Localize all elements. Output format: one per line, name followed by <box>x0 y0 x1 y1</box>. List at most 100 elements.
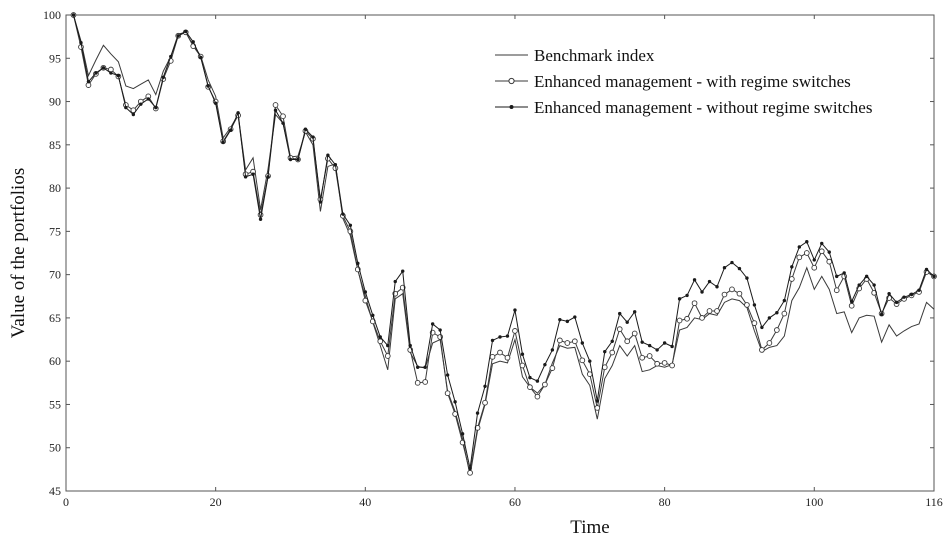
series-1-point <box>594 405 601 411</box>
legend-label-without-regime: Enhanced management - without regime swi… <box>534 98 872 117</box>
series-1-point <box>661 360 668 366</box>
series-2-point <box>475 411 480 415</box>
series-1-point <box>542 381 548 388</box>
series-2-point <box>101 66 106 70</box>
series-1-point <box>422 379 429 385</box>
series-2-point <box>842 271 846 275</box>
y-tick-label: 75 <box>49 224 61 238</box>
series-2-point <box>632 310 637 314</box>
series-2-point <box>221 140 225 144</box>
series-1-point <box>280 113 286 120</box>
series-1-point <box>751 320 758 326</box>
series-2-point <box>273 108 278 112</box>
series-2-point <box>251 172 255 176</box>
series-2-point <box>505 334 510 338</box>
series-2-point <box>625 320 629 324</box>
series-1-point <box>669 362 675 369</box>
series-2-point <box>71 13 76 17</box>
series-2-point <box>86 79 91 84</box>
series-2-point <box>550 348 555 352</box>
x-tick-label: 20 <box>210 495 222 509</box>
series-1-point <box>549 365 556 371</box>
series-2-point <box>401 269 405 273</box>
series-1-point <box>826 258 833 265</box>
series-2-point <box>595 399 599 403</box>
series-2-point <box>767 316 772 320</box>
series-2-point <box>460 432 465 436</box>
series-2-point <box>737 266 742 271</box>
series-1-point <box>721 291 728 298</box>
series-2-point <box>655 348 659 352</box>
series-1-point <box>646 353 653 359</box>
series-2-point <box>535 379 540 383</box>
series-2-point <box>176 34 180 38</box>
series-1-point <box>489 354 496 360</box>
series-2-point <box>109 71 113 75</box>
series-2-point <box>700 290 704 294</box>
series-1-point <box>497 349 503 356</box>
series-1-point <box>519 362 526 369</box>
series-2-point <box>191 40 195 44</box>
y-axis-label: Value of the portfolios <box>8 168 29 338</box>
series-2-point <box>707 279 712 284</box>
series-2-point <box>146 97 151 101</box>
series-2-point <box>430 322 435 326</box>
series-2-point <box>677 297 682 301</box>
series-1-point <box>759 347 765 353</box>
x-tick-label: 60 <box>509 495 521 509</box>
series-2-point <box>296 157 300 162</box>
series-2-point <box>333 163 338 167</box>
series-2-point <box>588 359 592 363</box>
series-2-point <box>154 105 158 110</box>
series-2-point <box>445 373 450 377</box>
x-tick-label: 80 <box>659 495 671 509</box>
series-2-point <box>752 303 757 307</box>
series-2-point <box>423 365 427 369</box>
series-2-point <box>640 340 644 344</box>
series-2-point <box>558 317 562 322</box>
series-1-point <box>639 354 646 361</box>
series-1-point <box>108 66 114 73</box>
series-2-point <box>864 274 869 279</box>
series-1-point <box>482 399 488 406</box>
series-2-point <box>685 293 689 298</box>
series-1-point <box>744 302 750 308</box>
series-2-point <box>647 343 652 348</box>
series-2-point <box>782 298 787 303</box>
x-axis-ticks: 0 20 40 60 80 100 116 <box>63 15 943 509</box>
series-2-point <box>303 127 308 131</box>
series-1-point <box>796 254 803 261</box>
series-1-point <box>684 315 690 322</box>
series-2-point <box>348 223 353 228</box>
series-line-2 <box>72 14 935 469</box>
series-2-point <box>288 157 293 162</box>
series-2-point <box>902 295 906 299</box>
series-1-point <box>676 317 683 324</box>
series-2-point <box>887 291 891 296</box>
series-2-point <box>363 290 368 294</box>
series-1-point <box>444 390 451 397</box>
series-2-point <box>483 384 487 388</box>
series-2-point <box>820 241 824 246</box>
series-1-point <box>691 300 698 307</box>
series-1-point <box>557 337 563 344</box>
series-1-point <box>504 354 511 361</box>
series-1-point <box>714 308 720 314</box>
series-2-point <box>730 260 734 265</box>
series-2-point <box>393 279 397 284</box>
series-2-point <box>722 266 727 270</box>
x-tick-label: 100 <box>805 495 823 509</box>
series-1-point <box>527 384 533 390</box>
series-2-point <box>236 111 240 115</box>
series-1-point <box>579 357 586 364</box>
series-1-point <box>272 102 279 108</box>
series-2-point <box>924 267 929 272</box>
legend-marker-without-regime <box>509 105 514 109</box>
series-2-point <box>894 300 899 305</box>
series-2-point <box>932 274 936 279</box>
series-1-point <box>699 315 705 321</box>
series-2-point <box>797 245 802 249</box>
y-tick-label: 95 <box>49 51 61 65</box>
series-1-point <box>654 360 660 367</box>
